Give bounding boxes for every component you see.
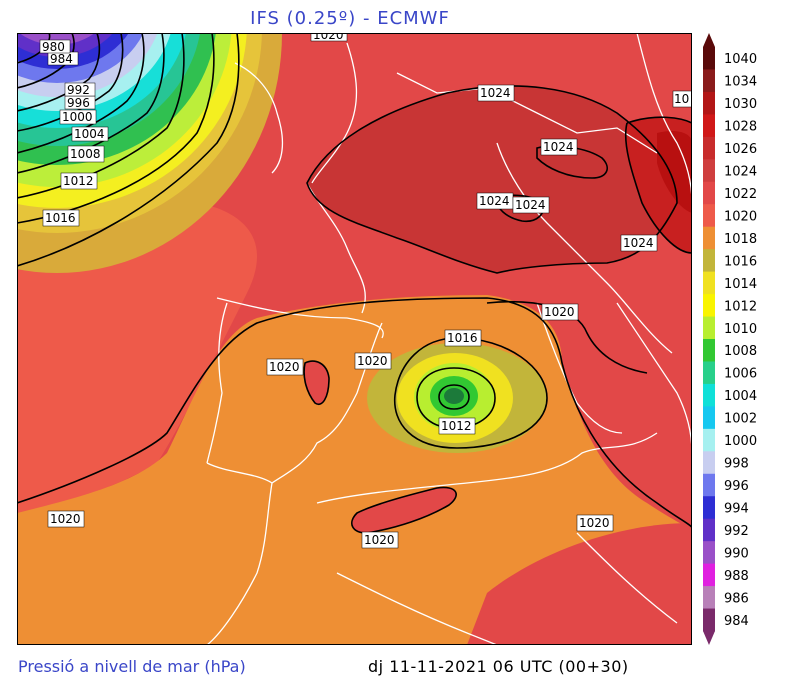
- map-frame: [17, 33, 692, 645]
- legend-swatch-1006: [703, 361, 715, 385]
- color-legend: 1040 1034 1030 1028 1026 1024 1022 1020 1018 1016…: [700, 33, 800, 645]
- label-1016-low: 1016: [447, 331, 478, 345]
- pressure-map: 1024 1024 1024 1024 1024 1020 1020 1020 …: [0, 0, 693, 646]
- field-1018-africa-east: [467, 523, 692, 645]
- legend-label-1008: 1008: [724, 344, 757, 359]
- legend-label-988: 988: [724, 569, 749, 584]
- legend-label-994: 994: [724, 501, 749, 516]
- legend-swatch-1040: [703, 47, 715, 70]
- legend-label-1022: 1022: [724, 187, 757, 202]
- label-1020-iberia-c: 1020: [357, 354, 388, 368]
- legend-swatch-1020: [703, 204, 715, 228]
- legend-swatch-1018: [703, 226, 715, 250]
- legend-swatch-1028: [703, 114, 715, 138]
- legend-label-1020: 1020: [724, 209, 757, 224]
- legend-swatch-984: [703, 608, 715, 632]
- label-1024-w: 1024: [479, 194, 510, 208]
- label-1020-top: 1020: [313, 33, 344, 42]
- legend-swatch-992: [703, 518, 715, 542]
- legend-label-1012: 1012: [724, 299, 757, 314]
- label-1024-c: 1024: [515, 198, 546, 212]
- label-1004-nw: 1004: [74, 127, 105, 141]
- legend-arrow-bottom: [703, 631, 715, 645]
- legend-label-986: 986: [724, 591, 749, 606]
- legend-label-996: 996: [724, 479, 749, 494]
- isobars: [16, 32, 693, 534]
- legend-swatch-1034: [703, 69, 715, 93]
- legend-swatch-1010: [703, 316, 715, 340]
- legend-label-1026: 1026: [724, 142, 757, 157]
- legend-swatch-1012: [703, 294, 715, 318]
- legend-swatch-1000: [703, 428, 715, 452]
- label-1024-e: 1024: [543, 140, 574, 154]
- legend-label-1010: 1010: [724, 322, 757, 337]
- label-1024-n: 1024: [480, 86, 511, 100]
- field-africa-small: [351, 487, 457, 533]
- valid-time-label: dj 11-11-2021 06 UTC (00+30): [368, 657, 629, 676]
- legend-swatch-1030: [703, 91, 715, 115]
- legend-swatch-1016: [703, 249, 715, 273]
- legend-swatch-1002: [703, 406, 715, 430]
- legend-label-990: 990: [724, 546, 749, 561]
- legend-label-1040: 1040: [724, 52, 757, 67]
- isobar-labels: 1024 1024 1024 1024 1024 1020 1020 1020 …: [39, 28, 693, 549]
- legend-swatch-1024: [703, 159, 715, 183]
- label-1020-west: 1020: [50, 512, 81, 526]
- legend-swatch-998: [703, 451, 715, 475]
- field-1028: [657, 131, 692, 213]
- legend-swatch-1014: [703, 271, 715, 295]
- label-1008-nw: 1008: [70, 147, 101, 161]
- label-1020-med: 1020: [544, 305, 575, 319]
- legend-label-1024: 1024: [724, 165, 757, 180]
- legend-swatch-994: [703, 496, 715, 520]
- legend-swatch-1008: [703, 339, 715, 362]
- label-996-nw: 996: [67, 96, 90, 110]
- legend-label-1002: 1002: [724, 412, 757, 427]
- label-1000-nw: 1000: [62, 110, 93, 124]
- legend-label-998: 998: [724, 457, 749, 472]
- legend-swatch-1022: [703, 181, 715, 205]
- label-984-nw: 984: [50, 52, 73, 66]
- legend-swatch-996: [703, 473, 715, 497]
- label-1012-nw: 1012: [63, 174, 94, 188]
- legend-label-1030: 1030: [724, 97, 757, 112]
- legend-swatch-1004: [703, 383, 715, 407]
- legend-swatch-988: [703, 563, 715, 587]
- label-1012-low: 1012: [441, 419, 472, 433]
- label-1020-east: 1020: [579, 516, 610, 530]
- field-iberia-small: [304, 361, 329, 405]
- label-1020-africa: 1020: [364, 533, 395, 547]
- legend-label-1014: 1014: [724, 277, 757, 292]
- legend-label-1016: 1016: [724, 254, 757, 269]
- legend-arrow-top: [703, 33, 715, 47]
- variable-label: Pressió a nivell de mar (hPa): [18, 657, 246, 676]
- label-10-edge: 10: [674, 92, 689, 106]
- legend-label-1018: 1018: [724, 232, 757, 247]
- label-1020-iberia-n: 1020: [269, 360, 300, 374]
- med-low-rings: [367, 343, 547, 453]
- map-title: IFS (0.25º) - ECMWF: [250, 8, 450, 29]
- label-1024-se: 1024: [623, 236, 654, 250]
- label-1016-nw: 1016: [45, 211, 76, 225]
- label-980-nw: 980: [42, 40, 65, 54]
- legend-label-984: 984: [724, 614, 749, 629]
- legend-label-1006: 1006: [724, 367, 757, 382]
- label-992-nw: 992: [67, 83, 90, 97]
- legend-label-1028: 1028: [724, 120, 757, 135]
- legend-swatch-990: [703, 541, 715, 565]
- legend-swatch-1026: [703, 136, 715, 160]
- legend-label-1034: 1034: [724, 75, 757, 90]
- legend-label-1004: 1004: [724, 389, 757, 404]
- legend-swatch-986: [703, 586, 715, 610]
- legend-label-1000: 1000: [724, 434, 757, 449]
- legend-label-992: 992: [724, 524, 749, 539]
